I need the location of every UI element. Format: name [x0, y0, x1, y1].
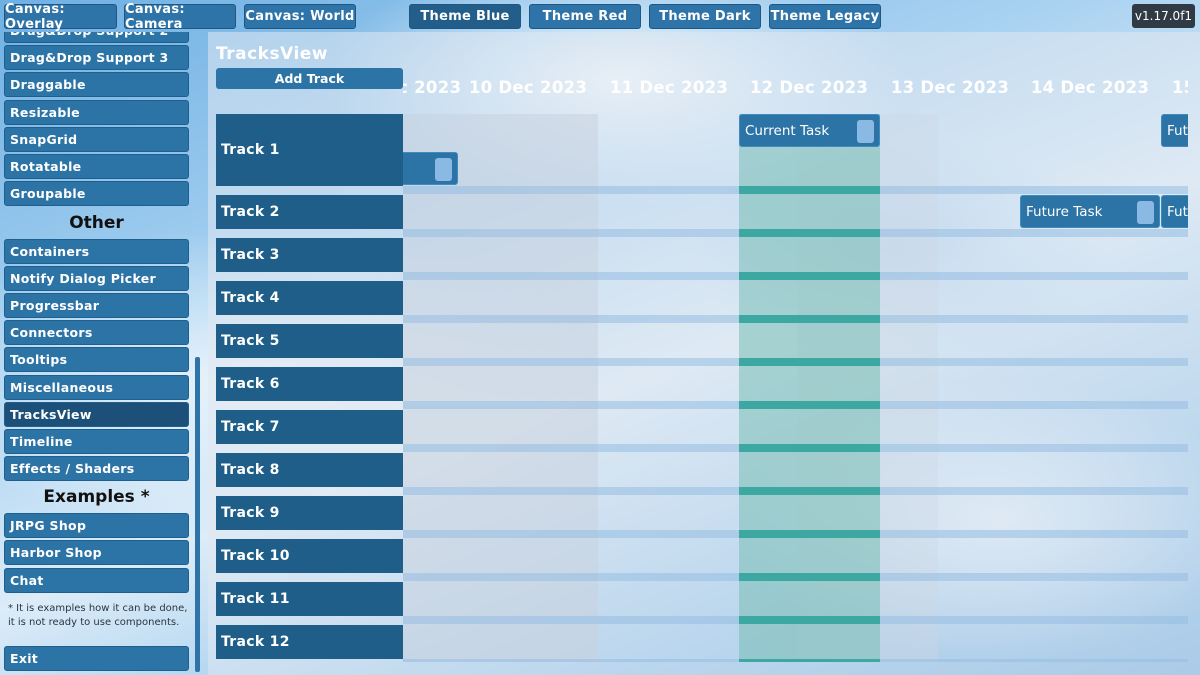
- track-label-3[interactable]: Track 3: [216, 238, 403, 272]
- current-day-column: [739, 114, 880, 662]
- sidebar-item-jrpg-shop[interactable]: JRPG Shop: [4, 513, 189, 538]
- sidebar-item-notify-dialog-picker[interactable]: Notify Dialog Picker: [4, 266, 189, 291]
- track-label-1[interactable]: Track 1: [216, 114, 403, 186]
- track-label-8[interactable]: Track 8: [216, 453, 403, 487]
- sidebar-heading-examples: Examples *: [43, 487, 150, 507]
- date-label: 9 Dec 2023: [403, 78, 462, 97]
- task-label: Future Task: [1026, 203, 1103, 220]
- task-bar[interactable]: Future Task: [1161, 195, 1188, 228]
- current-day-separator: [739, 530, 880, 538]
- tracksview-panel: TracksView Add Track 9 Dec 2023 10 Dec 2…: [208, 32, 1200, 675]
- sidebar-item-harbor-shop[interactable]: Harbor Shop: [4, 540, 189, 565]
- current-day-separator: [739, 487, 880, 495]
- date-label: 12 Dec 2023: [749, 78, 869, 97]
- current-day-separator: [739, 573, 880, 581]
- sidebar-item-containers[interactable]: Containers: [4, 239, 189, 264]
- track-label-2[interactable]: Track 2: [216, 195, 403, 229]
- sidebar-item-resizable[interactable]: Resizable: [4, 100, 189, 125]
- track-name: Track 8: [221, 462, 280, 478]
- current-day-separator: [739, 315, 880, 323]
- task-bar[interactable]: Future Task: [1161, 114, 1188, 147]
- track-name: Track 9: [221, 505, 280, 521]
- track-name: Track 6: [221, 376, 280, 392]
- track-name: Track 1: [221, 142, 280, 158]
- track-label-7[interactable]: Track 7: [216, 410, 403, 444]
- add-track-button[interactable]: Add Track: [216, 68, 403, 89]
- sidebar-item-draggable[interactable]: Draggable: [4, 72, 189, 97]
- track-name: Track 2: [221, 204, 280, 220]
- theme-dark-button[interactable]: Theme Dark: [649, 4, 761, 29]
- sidebar-item-dragdrop-2[interactable]: Drag&Drop Support 2: [4, 32, 189, 43]
- exit-button[interactable]: Exit: [4, 646, 189, 671]
- track-name: Track 7: [221, 419, 280, 435]
- sidebar-item-effects-shaders[interactable]: Effects / Shaders: [4, 456, 189, 481]
- tracks-grid: Current Task Future Task Future Task Fut…: [403, 114, 1188, 662]
- current-day-separator: [739, 659, 880, 662]
- date-label: 13 Dec 2023: [890, 78, 1010, 97]
- sidebar-item-dragdrop-3[interactable]: Drag&Drop Support 3: [4, 45, 189, 70]
- sidebar-item-groupable[interactable]: Groupable: [4, 181, 189, 206]
- track-name: Track 5: [221, 333, 280, 349]
- track-name: Track 4: [221, 290, 280, 306]
- sidebar-item-rotatable[interactable]: Rotatable: [4, 154, 189, 179]
- current-day-separator: [739, 401, 880, 409]
- task-bar[interactable]: Future Task: [1020, 195, 1160, 228]
- sidebar-item-tooltips[interactable]: Tooltips: [4, 347, 189, 372]
- current-day-separator: [739, 616, 880, 624]
- theme-legacy-button[interactable]: Theme Legacy: [769, 4, 881, 29]
- date-label: 10 Dec 2023: [468, 78, 588, 97]
- canvas-overlay-button[interactable]: Canvas: Overlay: [4, 2, 117, 32]
- sidebar-heading-other: Other: [69, 213, 124, 233]
- track-label-10[interactable]: Track 10: [216, 539, 403, 573]
- panel-title: TracksView: [216, 44, 329, 64]
- sidebar-item-timeline[interactable]: Timeline: [4, 429, 189, 454]
- task-resize-handle[interactable]: [435, 158, 452, 181]
- track-name: Track 11: [221, 591, 290, 607]
- sidebar-item-progressbar[interactable]: Progressbar: [4, 293, 189, 318]
- current-day-separator: [739, 358, 880, 366]
- day-column: [403, 114, 598, 662]
- examples-note: * It is examples how it can be done, it …: [8, 603, 188, 628]
- canvas-world-button[interactable]: Canvas: World: [244, 4, 356, 29]
- sidebar-item-connectors[interactable]: Connectors: [4, 320, 189, 345]
- sidebar-item-tracksview[interactable]: TracksView: [4, 402, 189, 427]
- task-bar[interactable]: Current Task: [739, 114, 880, 147]
- task-label: Future Task: [1167, 122, 1188, 139]
- sidebar-item-snapgrid[interactable]: SnapGrid: [4, 127, 189, 152]
- version-badge: v1.17.0f1: [1132, 4, 1195, 28]
- current-day-separator: [739, 229, 880, 237]
- sidebar-item-chat[interactable]: Chat: [4, 568, 189, 593]
- track-name: Track 10: [221, 548, 290, 564]
- track-label-12[interactable]: Track 12: [216, 625, 403, 659]
- track-name: Track 3: [221, 247, 280, 263]
- sidebar-scrollbar[interactable]: [195, 357, 200, 672]
- theme-red-button[interactable]: Theme Red: [529, 4, 641, 29]
- task-resize-handle[interactable]: [1137, 201, 1154, 224]
- current-day-separator: [739, 186, 880, 194]
- track-label-6[interactable]: Track 6: [216, 367, 403, 401]
- track-label-4[interactable]: Track 4: [216, 281, 403, 315]
- task-resize-handle[interactable]: [857, 120, 874, 143]
- task-label: Current Task: [745, 122, 830, 139]
- current-day-separator: [739, 444, 880, 452]
- track-label-5[interactable]: Track 5: [216, 324, 403, 358]
- sidebar: Drag&Drop Support 2 Drag&Drop Support 3 …: [0, 32, 202, 675]
- track-name: Track 12: [221, 634, 290, 650]
- track-label-9[interactable]: Track 9: [216, 496, 403, 530]
- date-label: 11 Dec 2023: [609, 78, 729, 97]
- task-bar[interactable]: [403, 152, 458, 185]
- theme-blue-button[interactable]: Theme Blue: [409, 4, 521, 29]
- canvas-camera-button[interactable]: Canvas: Camera: [124, 2, 236, 32]
- date-label: 14 Dec 2023: [1030, 78, 1150, 97]
- sidebar-item-miscellaneous[interactable]: Miscellaneous: [4, 375, 189, 400]
- date-label: 15 Dec 2023: [1171, 78, 1188, 97]
- current-day-separator: [739, 272, 880, 280]
- date-header: 9 Dec 2023 10 Dec 2023 11 Dec 2023 12 De…: [403, 78, 1188, 106]
- task-label: Future Task: [1167, 203, 1188, 220]
- track-label-11[interactable]: Track 11: [216, 582, 403, 616]
